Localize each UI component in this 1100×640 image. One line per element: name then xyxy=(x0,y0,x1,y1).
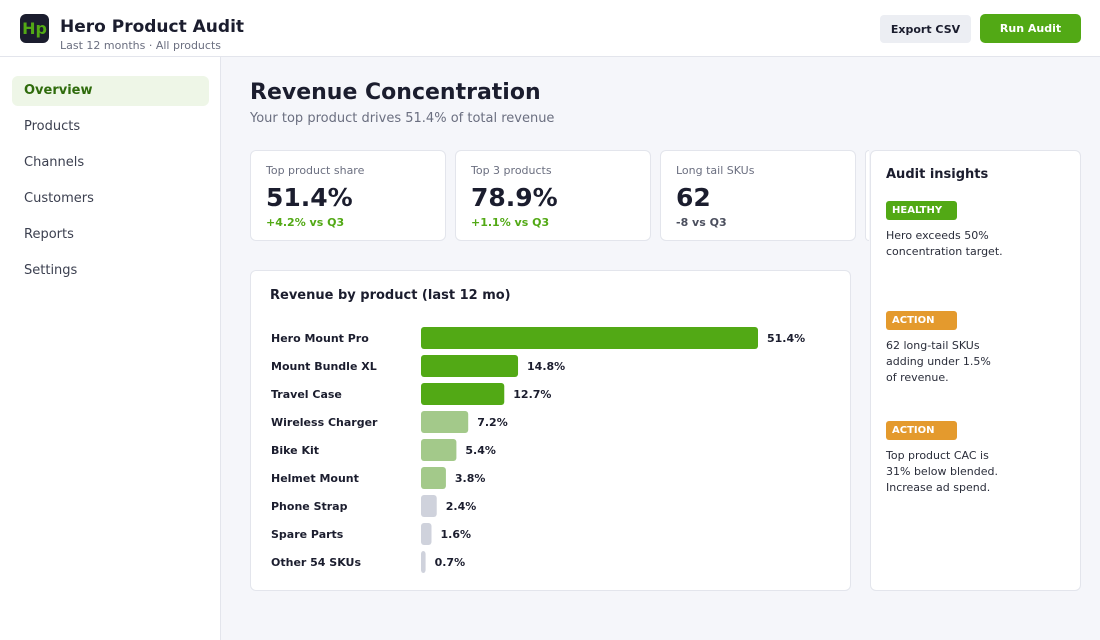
bar-category-label: Bike Kit xyxy=(271,444,319,457)
page-subtitle: Your top product drives 51.4% of total r… xyxy=(250,111,555,126)
bar-value-label: 0.7% xyxy=(435,556,466,569)
kpi-label: Top 3 products xyxy=(471,164,552,177)
bar-value-label: 2.4% xyxy=(446,500,477,513)
revenue-bar xyxy=(421,327,758,349)
revenue-bar-chart: Hero Mount Pro 51.4% Mount Bundle XL 14.8% T… xyxy=(271,327,805,573)
app-logo: Hp xyxy=(20,14,49,43)
bar-value-label: 1.6% xyxy=(440,528,471,541)
bar-value-label: 7.2% xyxy=(477,416,508,429)
bar-category-label: Helmet Mount xyxy=(271,472,359,485)
kpi-card-overflow-edge xyxy=(865,150,869,241)
insight-text: Top product CAC is 31% below blended. In… xyxy=(886,449,998,494)
kpi-label: Top product share xyxy=(266,164,365,177)
revenue-bar xyxy=(421,523,432,545)
kpi-card-top-3-products: Top 3 products 78.9% +1.1% vs Q3 xyxy=(455,150,651,241)
bar-category-label: Hero Mount Pro xyxy=(271,332,369,345)
audit-insights-panel: Audit insights HEALTHY Hero exceeds 50% … xyxy=(870,150,1081,591)
bar-category-label: Phone Strap xyxy=(271,500,348,513)
sidebar-item-customers[interactable]: Customers xyxy=(24,191,94,206)
run-audit-button[interactable]: Run Audit xyxy=(980,14,1081,43)
bar-value-label: 5.4% xyxy=(465,444,496,457)
kpi-value: 51.4% xyxy=(266,183,353,212)
kpi-delta: +4.2% vs Q3 xyxy=(266,216,345,229)
bar-category-label: Wireless Charger xyxy=(271,416,378,429)
sidebar-item-channels[interactable]: Channels xyxy=(24,155,85,170)
sidebar: Overview Products Channels Customers Rep… xyxy=(0,57,221,640)
app-title: Hero Product Audit xyxy=(60,17,245,37)
insights-title: Audit insights xyxy=(886,167,989,182)
bar-category-label: Spare Parts xyxy=(271,528,344,541)
bar-value-label: 14.8% xyxy=(527,360,565,373)
kpi-value: 78.9% xyxy=(471,183,558,212)
status-badge-action: ACTION xyxy=(886,311,957,330)
export-csv-button[interactable]: Export CSV xyxy=(880,15,971,43)
revenue-chart-card: Revenue by product (last 12 mo) Hero Mou… xyxy=(250,270,851,591)
page-title: Revenue Concentration xyxy=(250,80,541,105)
revenue-bar xyxy=(421,355,519,377)
sidebar-item-overview[interactable]: Overview xyxy=(12,76,209,106)
status-badge-action: ACTION xyxy=(886,421,957,440)
revenue-bar xyxy=(421,411,469,433)
bar-category-label: Travel Case xyxy=(271,388,342,401)
chart-title: Revenue by product (last 12 mo) xyxy=(270,288,511,303)
app-header: Hp Hero Product Audit Last 12 months · A… xyxy=(0,0,1100,57)
bar-value-label: 12.7% xyxy=(513,388,551,401)
revenue-bar xyxy=(421,467,446,489)
kpi-card-top-product-share: Top product share 51.4% +4.2% vs Q3 xyxy=(250,150,446,241)
kpi-label: Long tail SKUs xyxy=(676,164,755,177)
app-subtitle: Last 12 months · All products xyxy=(60,39,221,52)
revenue-bar xyxy=(421,551,426,573)
bar-category-label: Other 54 SKUs xyxy=(271,556,361,569)
sidebar-item-products[interactable]: Products xyxy=(24,119,81,134)
kpi-delta: -8 vs Q3 xyxy=(676,216,727,229)
sidebar-item-reports[interactable]: Reports xyxy=(24,227,74,242)
sidebar-item-settings[interactable]: Settings xyxy=(24,263,78,278)
kpi-card-long-tail-skus: Long tail SKUs 62 -8 vs Q3 xyxy=(660,150,856,241)
kpi-value: 62 xyxy=(676,183,711,212)
revenue-bar xyxy=(421,439,457,461)
insight-text: Hero exceeds 50% concentration target. xyxy=(886,229,1003,258)
bar-value-label: 51.4% xyxy=(767,332,805,345)
status-badge-healthy: HEALTHY xyxy=(886,201,957,220)
bar-value-label: 3.8% xyxy=(455,472,486,485)
kpi-delta: +1.1% vs Q3 xyxy=(471,216,550,229)
bar-category-label: Mount Bundle XL xyxy=(271,360,377,373)
insight-text: 62 long-tail SKUs adding under 1.5% of r… xyxy=(886,339,991,384)
revenue-bar xyxy=(421,495,437,517)
revenue-bar xyxy=(421,383,505,405)
